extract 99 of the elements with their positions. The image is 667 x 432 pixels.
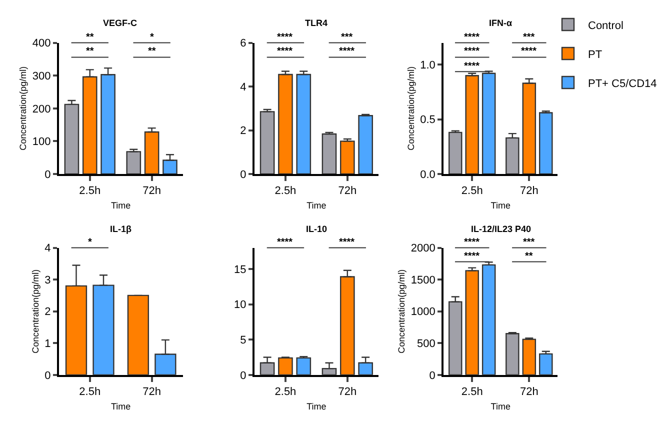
- x-tick-label: 72h: [520, 185, 538, 198]
- y-tick-label: 6: [240, 38, 246, 50]
- x-tick-label: 2.5h: [79, 185, 101, 198]
- x-axis-title: Time: [306, 200, 326, 210]
- y-tick-label: 0: [240, 370, 246, 382]
- y-tick-label: 2: [44, 306, 51, 318]
- x-axis-title: Time: [306, 401, 326, 412]
- bar: [465, 75, 479, 174]
- bar: [322, 133, 337, 174]
- legend-label: Control: [588, 20, 624, 32]
- bar: [278, 357, 293, 375]
- x-tick-label: 2.5h: [461, 185, 483, 198]
- bar: [126, 151, 142, 174]
- annotation: *: [150, 32, 154, 43]
- y-tick-label: 0: [240, 168, 246, 181]
- annotation: *: [88, 237, 92, 248]
- x-tick-label: 72h: [338, 386, 357, 398]
- annotation: ***: [523, 237, 535, 248]
- y-tick-label: 1.0: [420, 60, 436, 72]
- x-tick-label: 72h: [142, 386, 161, 398]
- annotation: **: [525, 251, 533, 262]
- bar: [296, 74, 312, 174]
- annotation: ****: [464, 61, 480, 72]
- y-tick-label: 400: [32, 38, 51, 50]
- chart-title: VEGF-C: [103, 18, 138, 28]
- y-tick-label: 10: [234, 299, 246, 312]
- x-tick-label: 2.5h: [274, 386, 296, 398]
- x-tick-label: 2.5h: [274, 185, 296, 198]
- annotation: ****: [464, 251, 480, 262]
- bar: [278, 74, 293, 174]
- bar: [127, 294, 149, 375]
- bar: [448, 132, 462, 174]
- x-tick-label: 72h: [520, 386, 538, 398]
- y-axis-title: Concentration(pg/ml): [406, 66, 416, 150]
- annotation: ****: [277, 237, 293, 248]
- x-axis-title: Time: [111, 200, 131, 210]
- y-tick-label: 200: [32, 103, 51, 116]
- y-tick-label: 15: [234, 264, 246, 276]
- y-tick-label: 1: [44, 338, 51, 350]
- y-tick-label: 4: [44, 242, 51, 255]
- chart-title: IFN-α: [489, 18, 512, 28]
- bar: [482, 264, 496, 375]
- y-tick-label: 0.0: [420, 168, 436, 181]
- y-tick-label: 0: [429, 370, 436, 382]
- x-tick-label: 72h: [338, 185, 357, 198]
- annotation: ***: [341, 32, 353, 43]
- annotation: ****: [464, 32, 480, 43]
- chart-title: IL-1β: [110, 224, 132, 234]
- bar: [64, 104, 80, 174]
- bar: [296, 357, 312, 375]
- annotation: ****: [521, 46, 537, 57]
- bar: [539, 353, 553, 375]
- chart-title: TLR4: [305, 18, 328, 28]
- x-tick-label: 2.5h: [461, 386, 483, 398]
- bar: [358, 115, 373, 174]
- bar: [465, 270, 479, 375]
- y-axis-title: Concentration(pg/ml): [30, 269, 40, 354]
- annotation: **: [86, 46, 94, 57]
- bar: [260, 111, 275, 174]
- y-tick-label: 0: [44, 370, 51, 382]
- annotation: ****: [464, 46, 480, 57]
- y-tick-label: 1000: [410, 306, 436, 318]
- x-axis-title: Time: [490, 200, 510, 210]
- annotation: ****: [339, 237, 355, 248]
- legend-label: PT: [588, 48, 602, 61]
- y-tick-label: 4: [240, 81, 246, 94]
- y-tick-label: 300: [32, 70, 51, 82]
- annotation: **: [86, 32, 94, 43]
- bar: [539, 112, 553, 174]
- annotation: ****: [339, 46, 355, 57]
- y-axis-title: Concentration(pg/ml): [18, 66, 28, 150]
- annotation: ***: [523, 32, 535, 43]
- chart-title: IL-10: [306, 224, 328, 234]
- bar: [522, 82, 536, 174]
- y-axis-title: Concentration(pg/ml): [396, 269, 407, 354]
- y-tick-label: 0.5: [420, 114, 436, 126]
- y-tick-label: 1500: [410, 274, 436, 286]
- y-tick-label: 3: [44, 274, 51, 286]
- x-tick-label: 72h: [142, 185, 161, 198]
- bar: [506, 137, 520, 174]
- chart-title: IL-12/IL23 P40: [471, 224, 532, 234]
- annotation: **: [148, 46, 156, 57]
- annotation: ****: [464, 237, 480, 248]
- annotation: ****: [277, 32, 293, 43]
- y-tick-label: 100: [32, 136, 51, 148]
- bar: [506, 332, 520, 375]
- bar: [522, 338, 536, 375]
- y-tick-label: 0: [44, 168, 51, 181]
- bar: [340, 140, 355, 174]
- y-tick-label: 5: [240, 334, 246, 346]
- legend-label: PT+ C5/CD14: [588, 78, 657, 90]
- y-tick-label: 2000: [410, 242, 436, 255]
- x-axis-title: Time: [111, 401, 131, 412]
- x-tick-label: 2.5h: [79, 386, 101, 398]
- annotation: ****: [277, 46, 293, 57]
- y-tick-label: 500: [417, 338, 436, 350]
- y-tick-label: 2: [240, 125, 246, 138]
- bar: [144, 131, 160, 174]
- x-axis-title: Time: [490, 401, 510, 412]
